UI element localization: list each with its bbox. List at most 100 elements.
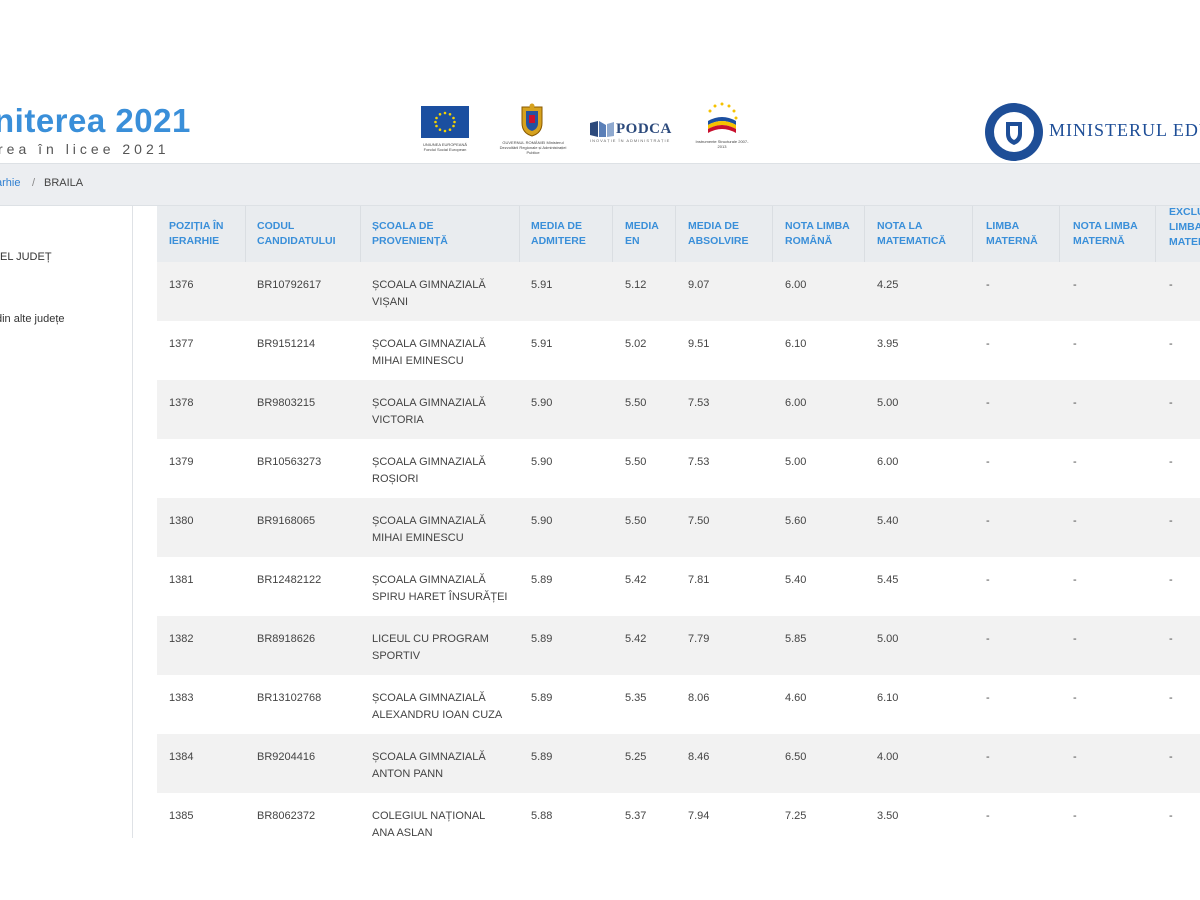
cell-graduation-average: 7.79 [688, 633, 710, 645]
cell-position: 1382 [169, 633, 194, 645]
cell-graduation-average: 7.53 [688, 397, 710, 409]
cell-exclude-mother-tongue: - [1169, 338, 1173, 350]
header-mother-tongue-grade[interactable]: NOTA LIMBA MATERNĂ [1073, 219, 1138, 249]
cell-position: 1381 [169, 574, 194, 586]
table-row[interactable]: 1376 BR10792617 ȘCOALA GIMNAZIALĂ VIȘANI 5.9… [157, 262, 1200, 322]
header-exclude-mother-tongue[interactable]: EXCLU LIMBA MATER [1169, 205, 1200, 250]
school-line: MIHAI EMINESCU [372, 355, 464, 367]
header-school[interactable]: ȘCOALA DE PROVENIENȚĂ [372, 219, 448, 249]
cell-mother-tongue: - [986, 692, 990, 704]
header-romanian-grade[interactable]: NOTA LIMBA ROMÂNĂ [785, 219, 850, 249]
column-divider [612, 206, 613, 262]
header-line: MATERNĂ [1073, 235, 1125, 247]
cell-exclude-mother-tongue: - [1169, 397, 1173, 409]
table-header: POZIȚIA ÎN IERARHIE CODUL CANDIDATULUI ȘCOAL… [157, 206, 1200, 263]
table-row[interactable]: 1382 BR8918626 LICEUL CU PROGRAM SPORTIV 5.8… [157, 616, 1200, 676]
school-line: ȘCOALA GIMNAZIALĂ [372, 456, 486, 468]
cell-math-grade: 4.00 [877, 751, 899, 763]
table-row[interactable]: 1381 BR12482122 ȘCOALA GIMNAZIALĂ SPIRU HAR… [157, 557, 1200, 617]
column-divider [1155, 206, 1156, 262]
table-row[interactable]: 1383 BR13102768 ȘCOALA GIMNAZIALĂ ALEXANDRU… [157, 675, 1200, 735]
cell-graduation-average: 7.50 [688, 515, 710, 527]
header-math-grade[interactable]: NOTA LA MATEMATICĂ [877, 219, 946, 249]
column-divider [519, 206, 520, 262]
school-line: VIȘANI [372, 296, 409, 308]
cell-exclude-mother-tongue: - [1169, 810, 1173, 822]
cell-exclude-mother-tongue: - [1169, 751, 1173, 763]
cell-admission-average: 5.90 [531, 456, 553, 468]
cell-math-grade: 5.00 [877, 633, 899, 645]
header-line: PROVENIENȚĂ [372, 235, 448, 247]
school-line: ȘCOALA GIMNAZIALĂ [372, 574, 486, 586]
site-title[interactable]: niterea 2021 [0, 102, 191, 139]
school-line: ROȘIORI [372, 473, 419, 485]
header-graduation-average[interactable]: MEDIA DE ABSOLVIRE [688, 219, 748, 249]
cell-exclude-mother-tongue: - [1169, 692, 1173, 704]
cell-mother-tongue-grade: - [1073, 279, 1077, 291]
breadcrumb: arhie / BRAILA [0, 163, 1200, 206]
cell-en-average: 5.37 [625, 810, 647, 822]
cell-en-average: 5.50 [625, 456, 647, 468]
breadcrumb-current: BRAILA [44, 177, 84, 189]
header-line: ROMÂNĂ [785, 235, 833, 247]
cell-math-grade: 6.00 [877, 456, 899, 468]
breadcrumb-separator: / [32, 177, 36, 189]
header-candidate-code[interactable]: CODUL CANDIDATULUI [257, 219, 336, 249]
cell-en-average: 5.12 [625, 279, 647, 291]
breadcrumb-link[interactable]: arhie [0, 177, 21, 189]
cell-exclude-mother-tongue: - [1169, 515, 1173, 527]
cell-school: ȘCOALA GIMNAZIALĂ MIHAI EMINESCU [372, 336, 512, 370]
cell-school: COLEGIUL NAȚIONAL ANA ASLAN [372, 808, 512, 838]
cell-math-grade: 3.95 [877, 338, 899, 350]
cell-en-average: 5.50 [625, 515, 647, 527]
cell-school: ȘCOALA GIMNAZIALĂ VIȘANI [372, 277, 512, 311]
cell-admission-average: 5.91 [531, 338, 553, 350]
cell-romanian-grade: 5.40 [785, 574, 807, 586]
cell-math-grade: 3.50 [877, 810, 899, 822]
table-row[interactable]: 1385 BR8062372 COLEGIUL NAȚIONAL ANA ASLAN 5… [157, 793, 1200, 838]
sidebar-item-alte-judete[interactable]: din alte județe [0, 313, 65, 325]
cell-mother-tongue: - [986, 456, 990, 468]
cell-school: ȘCOALA GIMNAZIALĂ ROȘIORI [372, 454, 512, 488]
school-line: SPIRU HARET ÎNSURĂȚEI [372, 591, 508, 603]
cell-school: LICEUL CU PROGRAM SPORTIV [372, 631, 512, 665]
cell-exclude-mother-tongue: - [1169, 574, 1173, 586]
header-line: POZIȚIA ÎN [169, 220, 224, 232]
cell-school: ȘCOALA GIMNAZIALĂ VICTORIA [372, 395, 512, 429]
header-position[interactable]: POZIȚIA ÎN IERARHIE [169, 219, 223, 249]
sidebar-item-judet[interactable]: EL JUDEȚ [0, 251, 52, 263]
school-line: ȘCOALA GIMNAZIALĂ [372, 515, 486, 527]
school-line: ȘCOALA GIMNAZIALĂ [372, 397, 486, 409]
table-row[interactable]: 1384 BR9204416 ȘCOALA GIMNAZIALĂ ANTON PANN… [157, 734, 1200, 794]
school-line: VICTORIA [372, 414, 424, 426]
cell-mother-tongue: - [986, 279, 990, 291]
table-row[interactable]: 1378 BR9803215 ȘCOALA GIMNAZIALĂ VICTORIA 5.… [157, 380, 1200, 440]
header-mother-tongue[interactable]: LIMBA MATERNĂ [986, 219, 1038, 249]
school-line: MIHAI EMINESCU [372, 532, 464, 544]
cell-romanian-grade: 5.60 [785, 515, 807, 527]
instrumente-structurale-icon [708, 102, 738, 133]
ministry-name[interactable]: MINISTERUL EDU [1049, 120, 1200, 140]
cell-school: ȘCOALA GIMNAZIALĂ MIHAI EMINESCU [372, 513, 512, 547]
cell-position: 1376 [169, 279, 194, 291]
header-admission-average[interactable]: MEDIA DE ADMITERE [531, 219, 586, 249]
cell-romanian-grade: 5.85 [785, 633, 807, 645]
cell-en-average: 5.42 [625, 633, 647, 645]
header-line: LIMBA [1169, 221, 1200, 233]
cell-math-grade: 6.10 [877, 692, 899, 704]
site-subtitle: rea în licee 2021 [0, 141, 170, 157]
cell-graduation-average: 8.06 [688, 692, 710, 704]
header-line: NOTA LA [877, 220, 923, 232]
cell-graduation-average: 9.51 [688, 338, 710, 350]
cell-mother-tongue-grade: - [1073, 633, 1077, 645]
header-line: CANDIDATULUI [257, 235, 336, 247]
school-line: ANTON PANN [372, 768, 444, 780]
table-row[interactable]: 1379 BR10563273 ȘCOALA GIMNAZIALĂ ROȘIORI 5.… [157, 439, 1200, 499]
romania-coat-of-arms-icon [521, 103, 543, 137]
sidebar: EL JUDEȚ din alte județe [0, 206, 133, 838]
cell-en-average: 5.25 [625, 751, 647, 763]
cell-graduation-average: 7.81 [688, 574, 710, 586]
table-row[interactable]: 1377 BR9151214 ȘCOALA GIMNAZIALĂ MIHAI EMIN… [157, 321, 1200, 381]
header-en-average[interactable]: MEDIA EN [625, 219, 659, 249]
table-row[interactable]: 1380 BR9168065 ȘCOALA GIMNAZIALĂ MIHAI EMIN… [157, 498, 1200, 558]
